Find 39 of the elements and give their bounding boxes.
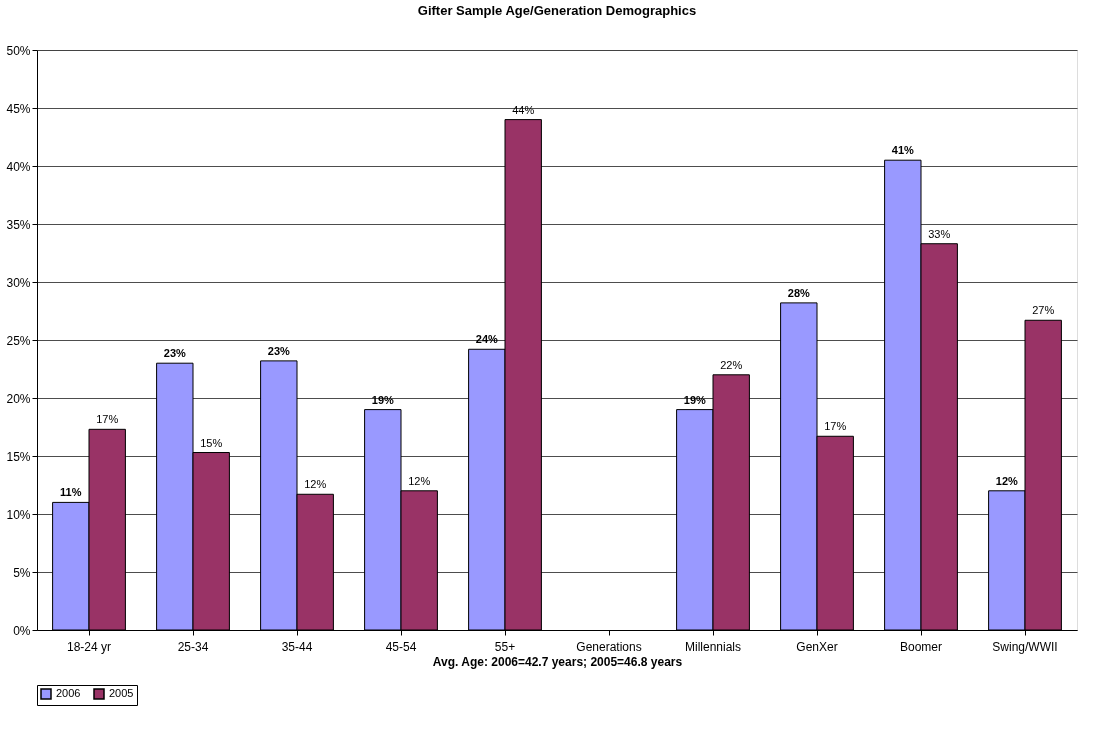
data-label: 12% <box>304 478 327 491</box>
y-tick-label: 30% <box>6 275 31 290</box>
data-label: 23% <box>163 347 187 360</box>
x-tick-label: Millennials <box>684 639 742 654</box>
data-label: 23% <box>267 344 291 357</box>
x-tick-label: 35-44 <box>281 639 313 654</box>
chart-title: Gifter Sample Age/Generation Demographics <box>417 3 697 18</box>
data-label: 12% <box>995 474 1019 487</box>
data-label: 17% <box>96 413 119 426</box>
x-tick-label: 25-34 <box>177 639 209 654</box>
data-label: 12% <box>408 474 431 487</box>
legend-label: 2005 <box>109 687 134 699</box>
data-label: 11% <box>60 486 82 499</box>
y-tick-label: 20% <box>6 391 31 406</box>
x-tick-label: GenXer <box>796 639 838 654</box>
x-tick-label: 55+ <box>494 639 516 654</box>
x-tick-label: 45-54 <box>385 639 417 654</box>
x-tick-label: Swing/WWII <box>992 639 1058 654</box>
data-label: 17% <box>824 420 847 433</box>
y-tick-label: 40% <box>6 159 31 174</box>
data-label: 41% <box>891 144 915 157</box>
y-tick-label: 10% <box>6 507 31 522</box>
y-tick-label: 15% <box>6 449 31 464</box>
y-tick-label: 50% <box>6 43 31 58</box>
data-label: 28% <box>787 286 811 299</box>
x-tick-label: Boomer <box>899 639 943 654</box>
data-label: 27% <box>1032 304 1055 317</box>
x-tick-label: Generations <box>576 639 642 654</box>
y-tick-label: 45% <box>6 101 31 116</box>
x-tick-label: 18-24 yr <box>66 639 112 654</box>
y-tick-label: 0% <box>13 623 31 638</box>
data-label: 22% <box>720 358 743 371</box>
data-label: 33% <box>928 227 951 240</box>
data-label: 15% <box>200 436 223 449</box>
y-tick-label: 5% <box>13 565 31 580</box>
legend-label: 2006 <box>56 687 81 699</box>
x-axis-title: Avg. Age: 2006=42.7 years; 2005=46.8 years <box>432 654 683 669</box>
y-tick-label: 25% <box>6 333 31 348</box>
y-tick-label: 35% <box>6 217 31 232</box>
